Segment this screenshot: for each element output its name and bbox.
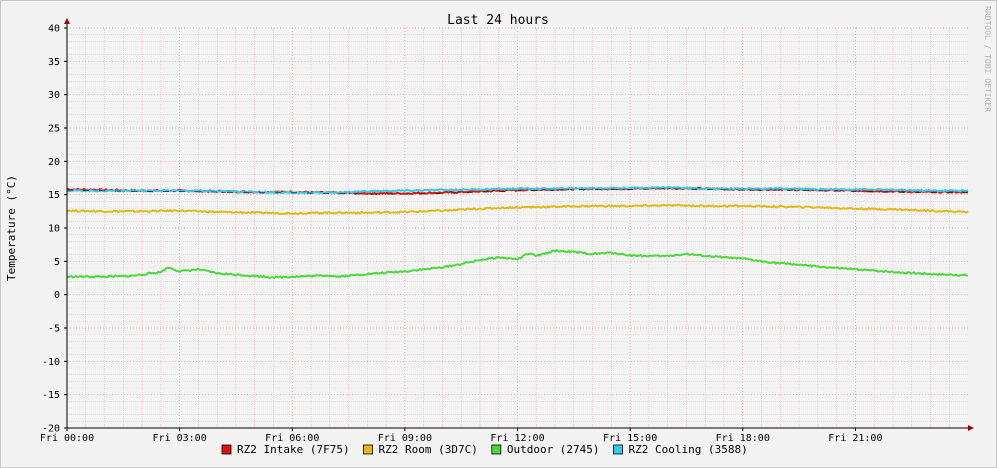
y-tick-label: 40 (48, 24, 60, 35)
series-line (66, 203, 969, 215)
y-tick-label: 35 (48, 57, 60, 68)
legend-swatch (491, 444, 502, 455)
y-tick-label: 20 (48, 157, 60, 168)
y-tick-label: 30 (48, 90, 60, 101)
x-tick-label: Fri 06:00 (265, 433, 319, 444)
y-tick-label: -20 (42, 424, 60, 435)
axes (64, 18, 974, 431)
y-tick-label: 5 (54, 257, 60, 268)
legend-label: Outdoor (2745) (507, 443, 600, 456)
y-tick-label: 10 (48, 224, 60, 235)
x-tick-label: Fri 18:00 (716, 433, 770, 444)
y-tick-label: 25 (48, 124, 60, 135)
y-tick-label: -15 (42, 390, 60, 401)
x-axis-arrow (968, 425, 974, 431)
legend: RZ2 Intake (7F75) RZ2 Room (3D7C) Outdoor … (221, 443, 748, 456)
series-line-shadow (66, 188, 968, 195)
legend-label: RZ2 Room (3D7C) (379, 443, 478, 456)
y-tick-label: -5 (48, 324, 60, 335)
legend-swatch (613, 444, 623, 455)
legend-label: RZ2 Intake (7F75) (237, 443, 350, 456)
x-tick-label: Fri 12:00 (490, 433, 544, 444)
x-tick-label: Fri 09:00 (378, 433, 432, 444)
y-tick-label: 0 (54, 290, 60, 301)
grid-lines (66, 27, 968, 429)
series-line (66, 185, 969, 195)
y-tick-label: -10 (42, 357, 60, 368)
legend-swatch (221, 444, 232, 455)
legend-swatch (363, 444, 373, 455)
x-tick-label: Fri 15:00 (603, 433, 657, 444)
y-tick-labels: 40 35 30 25 20 15 10 5 0 -5 -10 -15 -20 (42, 24, 67, 435)
x-tick-label: Fri 00:00 (40, 433, 94, 444)
chart-title: Last 24 hours (447, 13, 549, 28)
x-tick-label: Fri 21:00 (828, 433, 882, 444)
series-line (66, 248, 969, 280)
series-lines (66, 185, 969, 280)
y-axis-arrow (64, 18, 70, 24)
y-axis-label: Temperature (°C) (5, 175, 18, 281)
x-tick-label: Fri 03:00 (153, 433, 207, 444)
watermark: RRDTOOL / TOBI OETIKER (983, 6, 992, 112)
legend-label: RZ2 Cooling (3588) (629, 443, 748, 456)
y-tick-label: 15 (48, 190, 60, 201)
x-tick-labels: Fri 00:00 Fri 03:00 Fri 06:00 Fri 09:00 Fri … (40, 428, 882, 444)
